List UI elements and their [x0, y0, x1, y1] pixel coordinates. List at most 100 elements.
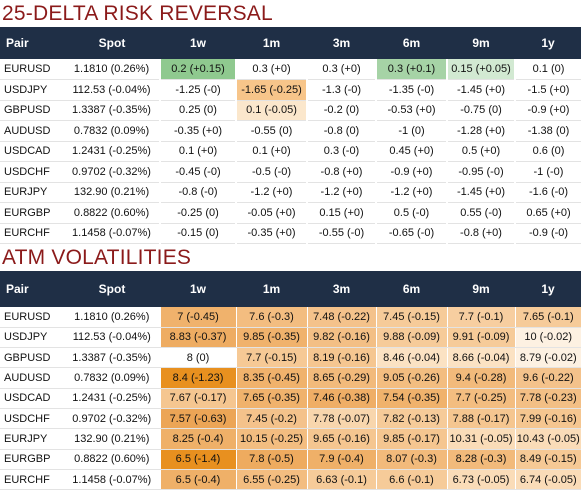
table-row[interactable]: EURJPY 132.90 (0.21%) -0.8 (-0) -1.2 (+0) -1… — [0, 182, 581, 203]
pair-cell: EURCHF — [0, 469, 64, 490]
pair-cell: GBPUSD — [0, 100, 64, 121]
value-cell: -1.45 (+0) — [446, 79, 515, 101]
value-cell: 8.79 (-0.02) — [514, 347, 581, 369]
table-row[interactable]: EURUSD 1.1810 (0.26%) 7 (-0.45) 7.6 (-0.3) 7… — [0, 307, 581, 328]
table-row[interactable]: EURGBP 0.8822 (0.60%) 6.5 (-1.4) 7.8 (-0.5)… — [0, 449, 581, 470]
risk-reversal-title: 25-DELTA RISK REVERSAL — [2, 2, 273, 25]
spot-cell: 112.53 (-0.04%) — [64, 79, 160, 101]
value-cell: 7.65 (-0.1) — [514, 307, 581, 328]
pair-cell: EURGBP — [0, 202, 64, 224]
value-cell: -0.8 (-0) — [159, 182, 236, 203]
table-row[interactable]: USDCHF 0.9702 (-0.32%) -0.45 (-0) -0.5 (-0)… — [0, 161, 581, 183]
value-cell: 7.99 (-0.16) — [514, 408, 581, 430]
column-header[interactable]: 3m — [307, 271, 376, 307]
value-cell: 9.6 (-0.22) — [514, 367, 581, 389]
table-row[interactable]: GBPUSD 1.3387 (-0.35%) 0.25 (0) 0.1 (-0.05)… — [0, 100, 581, 121]
spot-cell: 1.3387 (-0.35%) — [64, 347, 160, 369]
column-header[interactable]: 3m — [307, 27, 376, 59]
value-cell: 7.46 (-0.38) — [306, 388, 376, 409]
value-cell: 0.45 (+0) — [375, 141, 447, 162]
table-row[interactable]: USDCHF 0.9702 (-0.32%) 7.57 (-0.63) 7.45 (-… — [0, 408, 581, 430]
column-header[interactable]: 9m — [447, 27, 515, 59]
value-cell: -0.8 (+0) — [446, 223, 515, 244]
atm-volatilities-header-row: Pair Spot 1w 1m 3m 6m 9m 1y — [0, 271, 581, 307]
value-cell: 7.82 (-0.13) — [375, 408, 447, 430]
value-cell: -1.45 (+0) — [446, 182, 515, 203]
value-cell: -0.35 (+0) — [235, 223, 307, 244]
value-cell: 7.54 (-0.35) — [375, 388, 447, 409]
value-cell: 7.45 (-0.2) — [235, 408, 307, 430]
table-row[interactable]: EURCHF 1.1458 (-0.07%) -0.15 (0) -0.35 (+0)… — [0, 223, 581, 244]
value-cell: -1.2 (+0) — [375, 182, 447, 203]
table-row[interactable]: EURGBP 0.8822 (0.60%) -0.25 (0) -0.05 (+0) 0… — [0, 202, 581, 224]
value-cell: -1 (-0) — [514, 161, 581, 183]
column-header[interactable]: 9m — [447, 271, 515, 307]
value-cell: -0.35 (+0) — [159, 120, 236, 142]
value-cell: -0.9 (-0) — [514, 223, 581, 244]
column-header[interactable]: 6m — [376, 27, 447, 59]
table-row[interactable]: EURUSD 1.1810 (0.26%) 0.2 (+0.15) 0.3 (+0) 0… — [0, 59, 581, 80]
table-row[interactable]: USDCAD 1.2431 (-0.25%) 0.1 (+0) 0.1 (+0) 0.3… — [0, 141, 581, 162]
column-header[interactable]: 1m — [236, 27, 307, 59]
value-cell: 10.15 (-0.25) — [235, 428, 307, 450]
table-row[interactable]: AUDUSD 0.7832 (0.09%) -0.35 (+0) -0.55 (0) -… — [0, 120, 581, 142]
spot-cell: 132.90 (0.21%) — [64, 428, 160, 450]
value-cell: 7.7 (-0.1) — [446, 307, 515, 328]
spot-cell: 0.7832 (0.09%) — [64, 120, 160, 142]
value-cell: 7.57 (-0.63) — [159, 408, 236, 430]
column-header[interactable]: Pair — [0, 271, 64, 307]
column-header[interactable]: 1y — [515, 27, 581, 59]
value-cell: 9.05 (-0.26) — [375, 367, 447, 389]
value-cell: 7.9 (-0.4) — [306, 449, 376, 470]
spot-cell: 1.1458 (-0.07%) — [64, 223, 160, 244]
table-row[interactable]: GBPUSD 1.3387 (-0.35%) 8 (0) 7.7 (-0.15) 8.1… — [0, 347, 581, 369]
value-cell: -0.55 (0) — [235, 120, 307, 142]
pair-cell: EURCHF — [0, 223, 64, 244]
pair-cell: USDCHF — [0, 161, 64, 183]
pair-cell: EURJPY — [0, 428, 64, 450]
value-cell: 7.6 (-0.3) — [235, 307, 307, 328]
spot-cell: 0.8822 (0.60%) — [64, 202, 160, 224]
value-cell: 9.91 (-0.09) — [446, 327, 515, 349]
column-header[interactable]: 1w — [160, 271, 236, 307]
value-cell: -1 (0) — [375, 120, 447, 142]
value-cell: 7.8 (-0.5) — [235, 449, 307, 470]
spot-cell: 1.2431 (-0.25%) — [64, 388, 160, 409]
value-cell: 0.2 (+0.15) — [159, 59, 236, 80]
value-cell: 0.6 (0) — [514, 141, 581, 162]
spot-cell: 0.8822 (0.60%) — [64, 449, 160, 470]
table-row[interactable]: USDJPY 112.53 (-0.04%) 8.83 (-0.37) 9.85 (-… — [0, 327, 581, 349]
table-row[interactable]: EURJPY 132.90 (0.21%) 8.25 (-0.4) 10.15 (-0… — [0, 428, 581, 450]
value-cell: 0.1 (0) — [514, 59, 581, 80]
column-header[interactable]: Spot — [64, 271, 160, 307]
spot-cell: 132.90 (0.21%) — [64, 182, 160, 203]
value-cell: 7.88 (-0.17) — [446, 408, 515, 430]
value-cell: -1.28 (+0) — [446, 120, 515, 142]
value-cell: 0.5 (+0) — [446, 141, 515, 162]
value-cell: 8.07 (-0.3) — [375, 449, 447, 470]
table-row[interactable]: USDCAD 1.2431 (-0.25%) 7.67 (-0.17) 7.65 (-… — [0, 388, 581, 409]
value-cell: -1.5 (+0) — [514, 79, 581, 101]
spot-cell: 1.1810 (0.26%) — [64, 59, 160, 80]
column-header[interactable]: Spot — [64, 27, 160, 59]
spot-cell: 1.3387 (-0.35%) — [64, 100, 160, 121]
column-header[interactable]: 6m — [376, 271, 447, 307]
table-row[interactable]: USDJPY 112.53 (-0.04%) -1.25 (-0) -1.65 (-0… — [0, 79, 581, 101]
value-cell: -0.95 (-0) — [446, 161, 515, 183]
table-row[interactable]: AUDUSD 0.7832 (0.09%) 8.4 (-1.23) 8.35 (-0.… — [0, 367, 581, 389]
value-cell: 7.78 (-0.07) — [306, 408, 376, 430]
column-header[interactable]: Pair — [0, 27, 64, 59]
table-row[interactable]: EURCHF 1.1458 (-0.07%) 6.5 (-0.4) 6.55 (-0.… — [0, 469, 581, 490]
value-cell: 7.7 (-0.25) — [446, 388, 515, 409]
value-cell: -0.75 (0) — [446, 100, 515, 121]
value-cell: 8.83 (-0.37) — [159, 327, 236, 349]
risk-reversal-header-row: Pair Spot 1w 1m 3m 6m 9m 1y — [0, 27, 581, 59]
column-header[interactable]: 1m — [236, 271, 307, 307]
column-header[interactable]: 1w — [160, 27, 236, 59]
pair-cell: AUDUSD — [0, 367, 64, 389]
column-header[interactable]: 1y — [515, 271, 581, 307]
value-cell: 9.88 (-0.09) — [375, 327, 447, 349]
risk-reversal-table: Pair Spot 1w 1m 3m 6m 9m 1y EURUSD 1.1810 (0.26%… — [0, 27, 581, 244]
value-cell: -0.15 (0) — [159, 223, 236, 244]
spot-cell: 112.53 (-0.04%) — [64, 327, 160, 349]
